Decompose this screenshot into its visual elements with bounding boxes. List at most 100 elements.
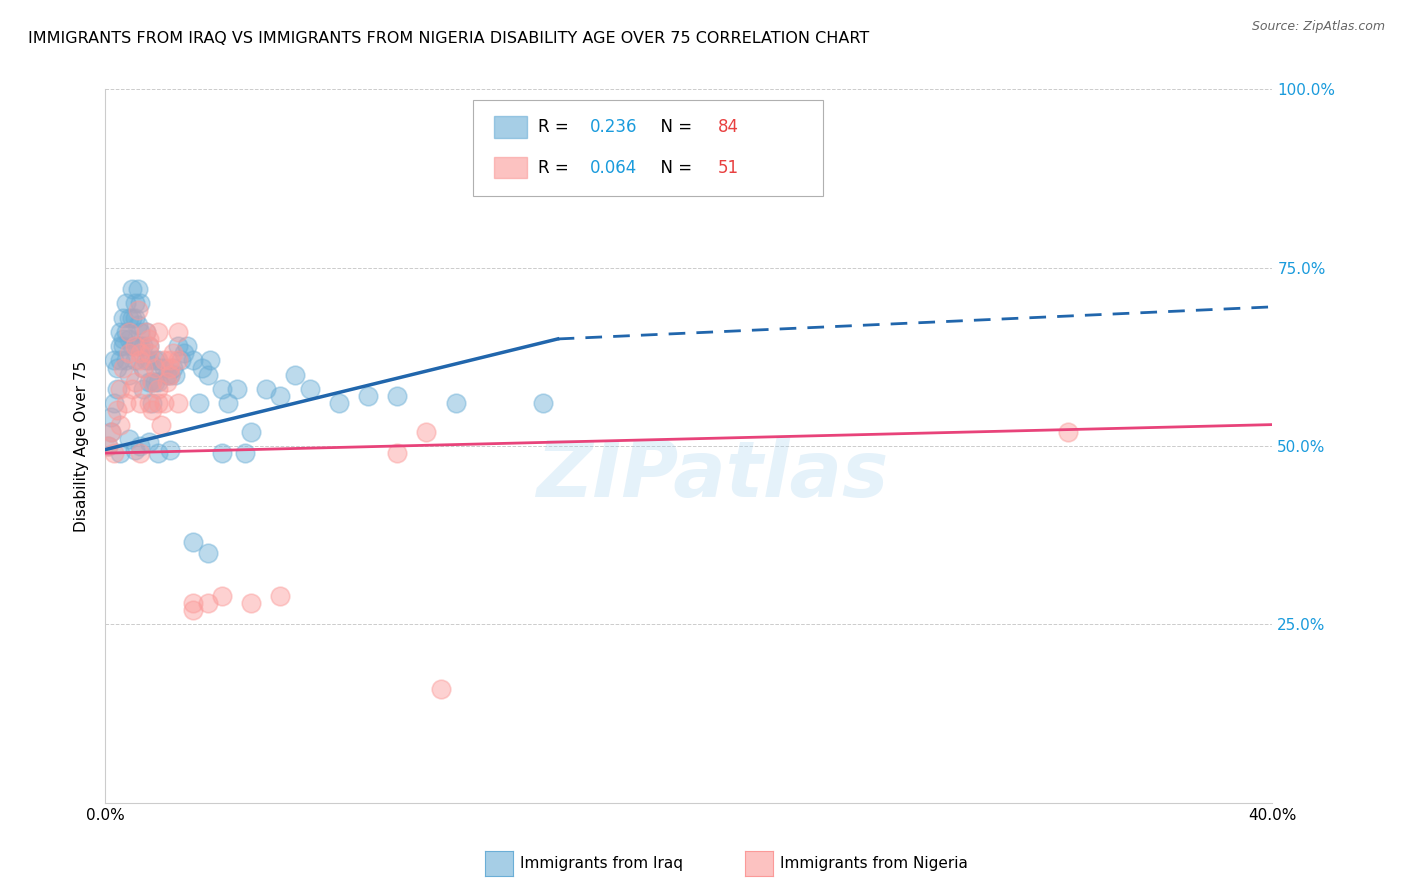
Point (138, 375, 160, 389)
Point (444, 396, 467, 410)
Point (129, 439, 152, 453)
Point (167, 353, 190, 368)
Point (105, 382, 128, 396)
Point (132, 360, 155, 375)
Point (149, 417, 172, 432)
Point (108, 339, 131, 353)
Point (156, 368, 179, 382)
FancyBboxPatch shape (494, 157, 527, 178)
Point (129, 396, 152, 410)
Point (127, 339, 149, 353)
Point (146, 382, 169, 396)
Point (217, 396, 239, 410)
Point (146, 325, 169, 339)
Point (127, 303, 149, 318)
Point (111, 310, 134, 325)
Point (146, 396, 169, 410)
Point (162, 346, 184, 360)
Point (132, 339, 155, 353)
Point (108, 446, 131, 460)
Point (197, 368, 219, 382)
Point (135, 325, 157, 339)
Point (240, 425, 263, 439)
Point (240, 596, 263, 610)
Point (132, 382, 155, 396)
Point (181, 603, 204, 617)
Point (197, 596, 219, 610)
Point (121, 310, 143, 325)
Point (159, 368, 181, 382)
Point (115, 296, 138, 310)
Point (121, 382, 143, 396)
Text: ZIPatlas: ZIPatlas (536, 436, 889, 513)
Point (127, 318, 149, 332)
Point (105, 403, 128, 417)
Point (105, 360, 128, 375)
Point (211, 446, 233, 460)
Point (129, 346, 152, 360)
Point (328, 396, 350, 410)
Point (385, 389, 408, 403)
Y-axis label: Disability Age Over 75: Disability Age Over 75 (75, 360, 90, 532)
Text: Source: ZipAtlas.com: Source: ZipAtlas.com (1251, 20, 1385, 33)
Point (159, 442, 181, 457)
Point (146, 446, 169, 460)
Text: 0.064: 0.064 (589, 159, 637, 177)
Point (415, 425, 437, 439)
Point (211, 382, 233, 396)
Point (159, 353, 181, 368)
Point (118, 332, 141, 346)
Point (153, 396, 174, 410)
Point (181, 596, 204, 610)
FancyBboxPatch shape (494, 116, 527, 137)
Point (1057, 425, 1080, 439)
Point (159, 360, 181, 375)
Point (121, 282, 143, 296)
Point (269, 589, 292, 603)
Point (176, 339, 198, 353)
Point (138, 435, 160, 450)
Point (100, 425, 122, 439)
Point (181, 353, 204, 368)
Point (146, 353, 169, 368)
Point (118, 325, 141, 339)
Point (124, 310, 146, 325)
Point (135, 325, 157, 339)
Text: Immigrants from Nigeria: Immigrants from Nigeria (780, 856, 969, 871)
Point (108, 353, 131, 368)
Point (100, 425, 122, 439)
Point (103, 353, 125, 368)
Point (100, 410, 122, 425)
Point (115, 353, 138, 368)
Point (165, 368, 187, 382)
Point (162, 360, 184, 375)
Point (225, 382, 247, 396)
Point (167, 325, 190, 339)
Point (138, 339, 160, 353)
Point (284, 368, 307, 382)
Point (143, 375, 166, 389)
Text: 84: 84 (718, 118, 740, 136)
Point (298, 382, 321, 396)
Point (170, 353, 193, 368)
Point (430, 681, 453, 696)
Point (111, 360, 134, 375)
Point (129, 446, 152, 460)
Point (115, 396, 138, 410)
Point (149, 360, 172, 375)
Point (108, 325, 131, 339)
Point (108, 382, 131, 396)
Point (129, 353, 152, 368)
Point (357, 389, 380, 403)
Point (156, 375, 179, 389)
Point (141, 375, 163, 389)
Point (153, 360, 174, 375)
Point (124, 353, 146, 368)
Point (103, 446, 125, 460)
Point (124, 375, 146, 389)
Text: Immigrants from Iraq: Immigrants from Iraq (520, 856, 683, 871)
Point (129, 325, 152, 339)
Point (138, 353, 160, 368)
Point (167, 396, 190, 410)
Text: IMMIGRANTS FROM IRAQ VS IMMIGRANTS FROM NIGERIA DISABILITY AGE OVER 75 CORRELATI: IMMIGRANTS FROM IRAQ VS IMMIGRANTS FROM … (28, 31, 869, 46)
